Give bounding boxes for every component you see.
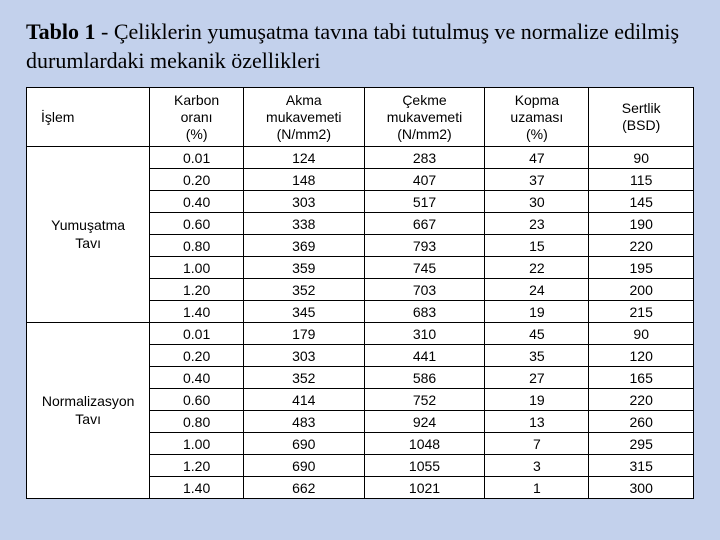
data-cell: 148 (243, 169, 364, 191)
data-cell: 1 (485, 477, 589, 499)
data-cell: 345 (243, 301, 364, 323)
data-cell: 13 (485, 411, 589, 433)
data-cell: 27 (485, 367, 589, 389)
data-cell: 19 (485, 389, 589, 411)
data-cell: 483 (243, 411, 364, 433)
process-label: YumuşatmaTavı (27, 147, 150, 323)
data-cell: 924 (364, 411, 485, 433)
data-cell: 1.20 (150, 279, 244, 301)
column-header: Karbonoranı(%) (150, 88, 244, 147)
data-cell: 1.20 (150, 455, 244, 477)
data-cell: 414 (243, 389, 364, 411)
data-cell: 303 (243, 345, 364, 367)
column-header: Akmamukavemeti(N/mm2) (243, 88, 364, 147)
data-cell: 359 (243, 257, 364, 279)
caption-label: Tablo 1 (26, 19, 96, 44)
data-cell: 145 (589, 191, 693, 213)
data-cell: 1.00 (150, 257, 244, 279)
data-cell: 19 (485, 301, 589, 323)
data-cell: 90 (589, 323, 693, 345)
data-cell: 215 (589, 301, 693, 323)
column-header: İşlem (27, 88, 150, 147)
column-header: Çekmemukavemeti(N/mm2) (364, 88, 485, 147)
data-cell: 352 (243, 367, 364, 389)
data-cell: 517 (364, 191, 485, 213)
data-cell: 1021 (364, 477, 485, 499)
data-cell: 179 (243, 323, 364, 345)
data-cell: 0.80 (150, 235, 244, 257)
data-cell: 303 (243, 191, 364, 213)
data-cell: 220 (589, 389, 693, 411)
data-cell: 124 (243, 147, 364, 169)
data-cell: 165 (589, 367, 693, 389)
data-cell: 120 (589, 345, 693, 367)
data-cell: 752 (364, 389, 485, 411)
table-row: YumuşatmaTavı0.011242834790 (27, 147, 693, 169)
data-cell: 441 (364, 345, 485, 367)
data-cell: 15 (485, 235, 589, 257)
data-cell: 260 (589, 411, 693, 433)
data-table-container: İşlemKarbonoranı(%)Akmamukavemeti(N/mm2)… (26, 87, 694, 499)
data-cell: 1.40 (150, 301, 244, 323)
table-body: YumuşatmaTavı0.0112428347900.20148407371… (27, 147, 693, 499)
data-cell: 0.40 (150, 367, 244, 389)
process-label: NormalizasyonTavı (27, 323, 150, 499)
data-cell: 338 (243, 213, 364, 235)
data-table: İşlemKarbonoranı(%)Akmamukavemeti(N/mm2)… (27, 88, 693, 498)
data-cell: 47 (485, 147, 589, 169)
data-cell: 30 (485, 191, 589, 213)
data-cell: 7 (485, 433, 589, 455)
caption-text: - Çeliklerin yumuşatma tavına tabi tutul… (26, 19, 679, 73)
table-row: NormalizasyonTavı0.011793104590 (27, 323, 693, 345)
data-cell: 310 (364, 323, 485, 345)
data-cell: 703 (364, 279, 485, 301)
data-cell: 1.40 (150, 477, 244, 499)
data-cell: 0.20 (150, 169, 244, 191)
data-cell: 0.20 (150, 345, 244, 367)
data-cell: 0.01 (150, 147, 244, 169)
data-cell: 662 (243, 477, 364, 499)
data-cell: 283 (364, 147, 485, 169)
data-cell: 200 (589, 279, 693, 301)
column-header: Kopmauzaması(%) (485, 88, 589, 147)
data-cell: 190 (589, 213, 693, 235)
data-cell: 690 (243, 433, 364, 455)
data-cell: 793 (364, 235, 485, 257)
data-cell: 0.60 (150, 213, 244, 235)
data-cell: 690 (243, 455, 364, 477)
data-cell: 352 (243, 279, 364, 301)
data-cell: 667 (364, 213, 485, 235)
data-cell: 90 (589, 147, 693, 169)
data-cell: 300 (589, 477, 693, 499)
data-cell: 1.00 (150, 433, 244, 455)
data-cell: 22 (485, 257, 589, 279)
data-cell: 3 (485, 455, 589, 477)
data-cell: 683 (364, 301, 485, 323)
data-cell: 0.60 (150, 389, 244, 411)
table-caption: Tablo 1 - Çeliklerin yumuşatma tavına ta… (26, 18, 694, 75)
data-cell: 0.40 (150, 191, 244, 213)
data-cell: 1048 (364, 433, 485, 455)
data-cell: 23 (485, 213, 589, 235)
data-cell: 586 (364, 367, 485, 389)
data-cell: 295 (589, 433, 693, 455)
data-cell: 115 (589, 169, 693, 191)
data-cell: 745 (364, 257, 485, 279)
data-cell: 0.01 (150, 323, 244, 345)
data-cell: 407 (364, 169, 485, 191)
column-header: Sertlik(BSD) (589, 88, 693, 147)
data-cell: 37 (485, 169, 589, 191)
data-cell: 220 (589, 235, 693, 257)
data-cell: 1055 (364, 455, 485, 477)
data-cell: 315 (589, 455, 693, 477)
data-cell: 24 (485, 279, 589, 301)
data-cell: 0.80 (150, 411, 244, 433)
data-cell: 195 (589, 257, 693, 279)
data-cell: 369 (243, 235, 364, 257)
data-cell: 35 (485, 345, 589, 367)
table-header: İşlemKarbonoranı(%)Akmamukavemeti(N/mm2)… (27, 88, 693, 147)
data-cell: 45 (485, 323, 589, 345)
